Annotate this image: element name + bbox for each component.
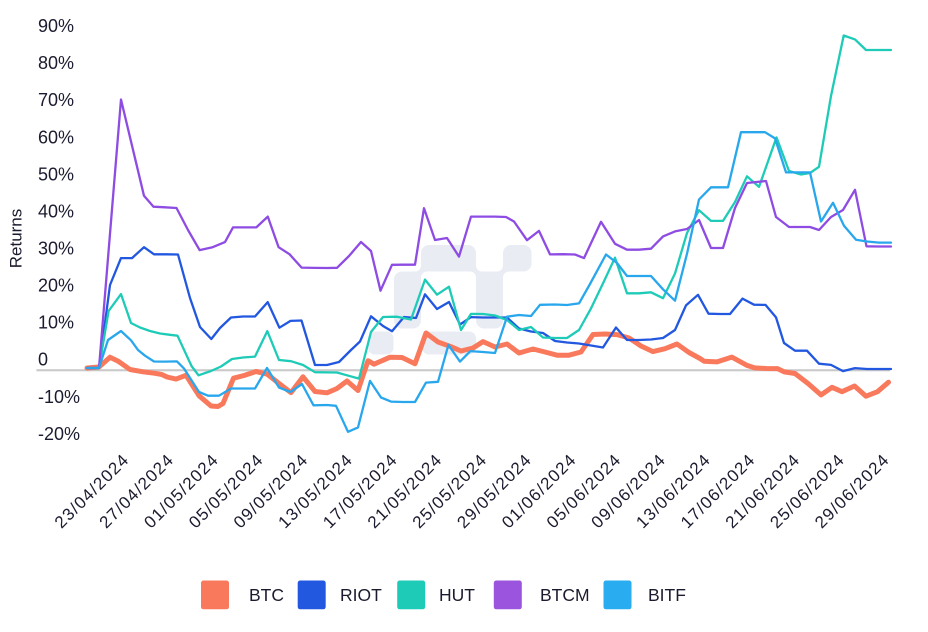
svg-text:10%: 10% — [38, 313, 74, 333]
svg-text:-20%: -20% — [38, 424, 80, 444]
svg-text:RIOT: RIOT — [340, 585, 382, 605]
svg-text:0: 0 — [38, 350, 48, 370]
svg-text:50%: 50% — [38, 164, 74, 184]
svg-text:BTC: BTC — [249, 585, 284, 605]
svg-text:BTCM: BTCM — [540, 585, 590, 605]
svg-text:-10%: -10% — [38, 387, 80, 407]
svg-text:Returns: Returns — [7, 209, 26, 269]
svg-text:HUT: HUT — [439, 585, 475, 605]
svg-text:70%: 70% — [38, 90, 74, 110]
svg-text:60%: 60% — [38, 127, 74, 147]
svg-text:80%: 80% — [38, 53, 74, 73]
svg-text:40%: 40% — [38, 202, 74, 222]
svg-text:90%: 90% — [38, 16, 74, 36]
svg-text:20%: 20% — [38, 276, 74, 296]
svg-text:BITF: BITF — [648, 585, 686, 605]
svg-text:30%: 30% — [38, 239, 74, 259]
